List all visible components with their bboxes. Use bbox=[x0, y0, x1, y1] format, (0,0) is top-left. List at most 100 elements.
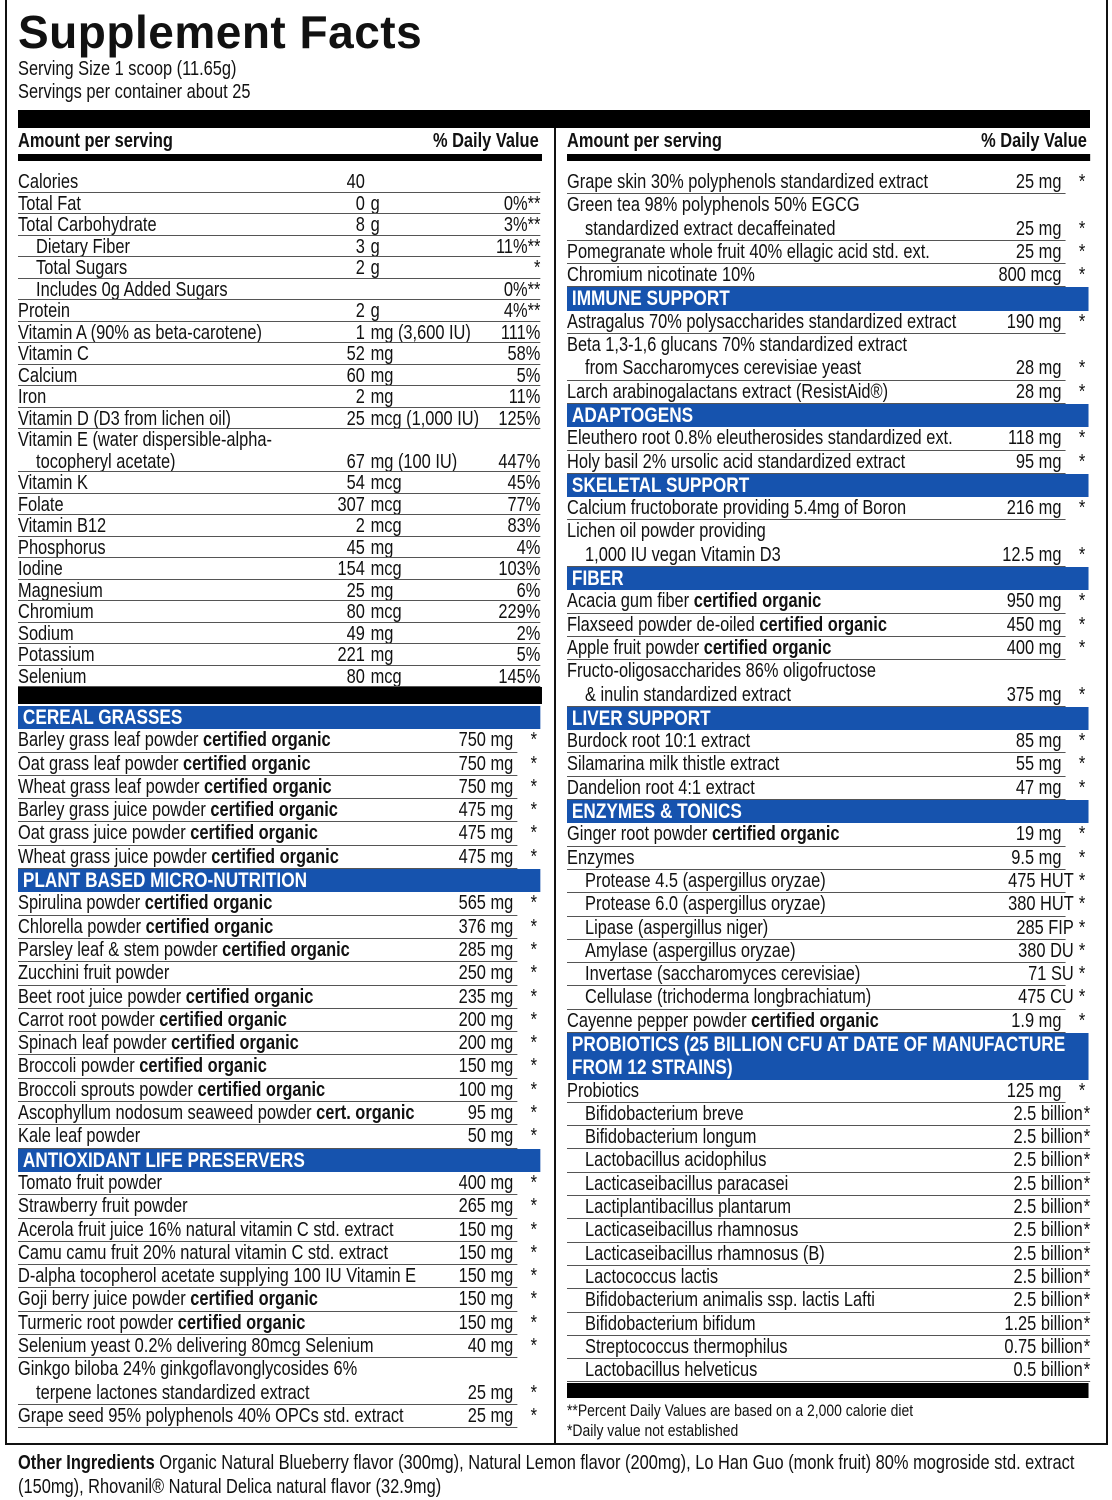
ingredient-organic-label: certified organic bbox=[145, 915, 274, 938]
ingredient-amount: 150 mg bbox=[458, 1265, 514, 1288]
ingredient-name: Dandelion root 4:1 extract bbox=[567, 777, 755, 800]
ingredient-amount: 376 mg bbox=[458, 915, 514, 938]
ingredient-name: Beta 1,3-1,6 glucans 70% standardized ex… bbox=[567, 334, 907, 357]
nutrient-name: Iron bbox=[18, 386, 47, 408]
ingredient-name-text: Beet root juice powder bbox=[18, 985, 182, 1008]
nutrient-name: Total Sugars bbox=[36, 257, 128, 279]
ingredient-row: Amylase (aspergillus oryzae) 380 DU * bbox=[567, 939, 1090, 964]
ingredient-name: Barley grass leaf powder certified organ… bbox=[18, 729, 331, 752]
nutrient-row: Total Carbohydrate 8 g 3%** bbox=[18, 214, 542, 236]
nutrient-daily-value: 58% bbox=[507, 343, 541, 365]
nutrient-daily-value: 5% bbox=[516, 364, 541, 387]
ingredient-name-text: Kale leaf powder bbox=[18, 1125, 141, 1148]
nutrient-name: Phosphorus bbox=[18, 536, 106, 559]
nutrient-unit: mg (3,600 IU) bbox=[370, 321, 471, 344]
ingredient-name: Ginkgo biloba 24% ginkgoflavonglycosides… bbox=[18, 1358, 357, 1381]
ingredient-row: Barley grass juice powder certified orga… bbox=[18, 799, 542, 823]
nutrient-row: Iodine 154 mcg 103% bbox=[18, 558, 542, 580]
ingredient-name: Lichen oil powder providing bbox=[567, 520, 766, 543]
ingredient-amount: 2.5 billion bbox=[1013, 1219, 1083, 1242]
ingredient-name: Protease 4.5 (aspergillus oryzae) bbox=[585, 870, 826, 893]
ingredient-row: Apple fruit powder certified organic 400 … bbox=[567, 636, 1090, 661]
ingredient-name-text: Astragalus 70% polysaccharides standardi… bbox=[567, 310, 957, 333]
ingredient-row: Chlorella powder certified organic 376 mg… bbox=[18, 915, 542, 940]
nutrient-amount: 154 bbox=[337, 558, 365, 580]
ingredient-row: Barley grass leaf powder certified organ… bbox=[18, 729, 542, 753]
right-sections: Grape skin 30% polyphenols standardized … bbox=[567, 171, 1091, 1383]
ingredient-name: Broccoli powder certified organic bbox=[18, 1055, 267, 1078]
ingredient-row: Strawberry fruit powder 265 mg * bbox=[18, 1195, 542, 1219]
ingredient-amount: 25 mg bbox=[1015, 171, 1062, 193]
ingredient-row: Spinach leaf powder certified organic 200… bbox=[18, 1032, 542, 1056]
ingredient-name-text: Lactococcus lactis bbox=[585, 1265, 719, 1288]
ingredient-row: Camu camu fruit 20% natural vitamin C st… bbox=[18, 1241, 542, 1266]
nutrient-unit: mg bbox=[370, 364, 394, 387]
ingredient-name: Lacticaseibacillus rhamnosus (B) bbox=[585, 1243, 825, 1266]
nutrient-daily-value: 0%** bbox=[503, 278, 541, 301]
ingredient-amount: 400 mg bbox=[1006, 636, 1062, 659]
ingredient-name: Lipase (aspergillus niger) bbox=[585, 917, 768, 940]
ingredient-dv-star: * bbox=[530, 1241, 538, 1264]
ingredient-name-text: Burdock root 10:1 extract bbox=[567, 730, 751, 753]
ingredient-row: Bifidobacterium animalis ssp. lactis Laf… bbox=[567, 1289, 1091, 1313]
nutrient-amount: 25 bbox=[346, 407, 365, 430]
ingredient-dv-star: * bbox=[1083, 1335, 1091, 1358]
nutrient-name: Sodium bbox=[18, 622, 74, 645]
ingredient-amount: 475 mg bbox=[458, 822, 514, 845]
ingredient-row: Oat grass juice powder certified organic… bbox=[18, 822, 542, 847]
ingredient-row: Eleuthero root 0.8% eleutherosides stand… bbox=[567, 427, 1090, 451]
ingredient-row: Wheat grass leaf powder certified organi… bbox=[18, 776, 542, 800]
ingredient-dv-star: * bbox=[530, 1288, 538, 1311]
nutrient-amount: 54 bbox=[346, 472, 365, 494]
ingredient-dv-star: * bbox=[530, 799, 538, 822]
nutrient-name: Vitamin A (90% as beta-carotene) bbox=[18, 321, 263, 344]
ingredient-amount: 190 mg bbox=[1006, 310, 1062, 333]
nutrient-daily-value: * bbox=[533, 257, 541, 279]
ingredient-row: Lacticaseibacillus rhamnosus 2.5 billion * bbox=[567, 1219, 1091, 1243]
ingredient-dv-star: * bbox=[1083, 1149, 1091, 1172]
ingredient-amount: 9.5 mg bbox=[1011, 846, 1062, 869]
nutrient-row: Vitamin K 54 mcg 45% bbox=[18, 472, 542, 494]
ingredient-name: Cellulase (trichoderma longbrachiatum) bbox=[585, 986, 871, 1009]
ingredient-name-cont: from Saccharomyces cerevisiae yeast bbox=[585, 357, 862, 380]
ingredient-amount: 1.25 billion bbox=[1004, 1312, 1083, 1335]
serving-size: Serving Size 1 scoop (11.65g) bbox=[18, 58, 237, 80]
ingredient-row: Lipase (aspergillus niger) 285 FIP * bbox=[567, 917, 1090, 941]
ingredient-name-text: Amylase (aspergillus oryzae) bbox=[585, 939, 796, 962]
nutrient-unit: mcg bbox=[370, 665, 402, 688]
ingredient-amount: 2.5 billion bbox=[1013, 1102, 1083, 1125]
ingredient-dv-star: * bbox=[530, 1055, 538, 1078]
ingredient-dv-star: * bbox=[530, 985, 538, 1008]
nutrient-daily-value: 11% bbox=[508, 386, 541, 408]
ingredient-name: Flaxseed powder de-oiled certified organ… bbox=[567, 614, 887, 637]
ingredient-row: Protease 6.0 (aspergillus oryzae) 380 HUT… bbox=[567, 893, 1090, 917]
ingredient-amount: 375 mg bbox=[1006, 683, 1062, 706]
ingredient-row: Carrot root powder certified organic 200 … bbox=[18, 1009, 542, 1033]
ingredient-organic-label: cert. organic bbox=[316, 1102, 415, 1125]
ingredient-amount: 25 mg bbox=[467, 1381, 514, 1404]
ingredient-row: Streptococcus thermophilus 0.75 billion * bbox=[567, 1335, 1091, 1360]
nutrient-name: Selenium bbox=[18, 665, 87, 688]
ingredient-name-text: Bifidobacterium breve bbox=[585, 1102, 744, 1125]
nutrient-name: Vitamin K bbox=[18, 472, 88, 494]
ingredient-name-text: Spinach leaf powder bbox=[18, 1032, 167, 1055]
nutrient-daily-value: 0%** bbox=[503, 192, 541, 215]
ingredient-name-text: Beta 1,3-1,6 glucans 70% standardized ex… bbox=[567, 334, 908, 357]
ingredient-amount: 50 mg bbox=[467, 1125, 514, 1148]
ingredient-row: Broccoli powder certified organic 150 mg * bbox=[18, 1055, 542, 1080]
nutrient-daily-value: 4%** bbox=[503, 300, 541, 322]
ingredient-name-text: Bifidobacterium longum bbox=[585, 1126, 757, 1149]
nutrient-unit: g bbox=[370, 192, 380, 215]
ingredient-name: Bifidobacterium breve bbox=[585, 1103, 744, 1126]
ingredient-name: Acacia gum fiber certified organic bbox=[567, 590, 821, 613]
ingredient-name: Astragalus 70% polysaccharides standardi… bbox=[567, 311, 956, 334]
ingredient-row: Lichen oil powder providing 1,000 IU vega… bbox=[567, 520, 1090, 567]
other-ingredients-text: Organic Natural Blueberry flavor (300mg)… bbox=[18, 1452, 1075, 1498]
nutrient-unit: g bbox=[370, 257, 380, 279]
ingredient-amount: 800 mcg bbox=[998, 264, 1062, 287]
nutrient-unit: mcg bbox=[370, 472, 402, 494]
ingredient-amount: 450 mg bbox=[1006, 613, 1062, 636]
ingredient-amount: 380 DU bbox=[1018, 939, 1074, 962]
ingredient-row: Goji berry juice powder certified organi… bbox=[18, 1288, 542, 1313]
ingredient-name-text: Zucchini fruit powder bbox=[18, 962, 170, 985]
